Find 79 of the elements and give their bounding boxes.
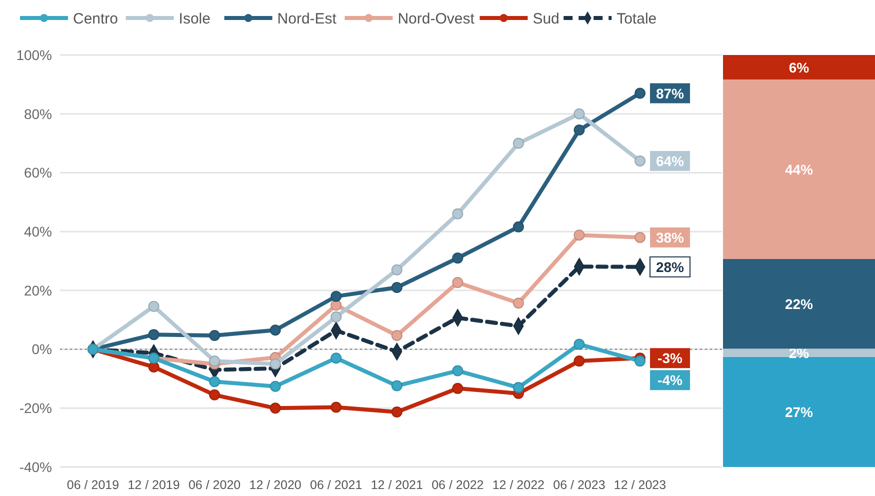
- point: [391, 380, 402, 392]
- point: [270, 402, 281, 414]
- point: [512, 221, 524, 232]
- data-label: -4%: [658, 372, 683, 388]
- y-tick-label: 40%: [24, 223, 52, 240]
- bar: [723, 348, 875, 357]
- data-label: 27%: [784, 404, 814, 420]
- point: [330, 402, 342, 413]
- y-tick-label: -20%: [19, 400, 52, 416]
- y-tick-label: 100%: [16, 46, 52, 63]
- legend-label: Centro: [73, 10, 118, 28]
- point: [452, 252, 464, 264]
- data-label: 2%: [788, 344, 810, 361]
- point: [452, 382, 464, 394]
- point: [452, 365, 464, 376]
- legend-label: Sud: [532, 10, 560, 28]
- point: [270, 380, 281, 392]
- point: [634, 88, 646, 99]
- point: [634, 232, 646, 243]
- y-tick-label: -40%: [19, 458, 52, 475]
- legend-label: Nord-Ovest: [398, 10, 476, 28]
- y-tick-label: 0%: [32, 341, 52, 358]
- point: [512, 138, 524, 149]
- bar: [723, 55, 875, 80]
- x-tick-label: 06 / 2022: [432, 478, 484, 492]
- point: [574, 338, 585, 350]
- point: [330, 352, 342, 364]
- data-label: 38%: [656, 229, 685, 246]
- point: [209, 330, 220, 341]
- legend-label: Isole: [178, 10, 210, 28]
- point: [391, 264, 402, 276]
- point: [330, 300, 342, 311]
- point: [148, 361, 160, 372]
- data-label: 44%: [784, 161, 814, 178]
- x-tick-label: 06 / 2020: [188, 478, 241, 492]
- point: [452, 276, 464, 288]
- x-tick-label: 12 / 2021: [370, 478, 423, 492]
- point: [391, 282, 402, 293]
- legend-label: Nord-Est: [277, 10, 338, 28]
- point: [512, 382, 524, 394]
- point: [452, 208, 464, 220]
- point: [209, 376, 220, 388]
- point: [330, 290, 342, 302]
- y-tick-label: 80%: [24, 106, 52, 122]
- x-tick-label: 12 / 2019: [128, 478, 180, 492]
- point: [512, 298, 524, 309]
- data-label: 64%: [656, 152, 685, 169]
- point: [634, 356, 646, 367]
- x-tick-label: 12 / 2022: [492, 478, 545, 492]
- point: [574, 356, 585, 367]
- x-tick-label: 12 / 2020: [249, 478, 302, 492]
- x-tick-label: 06 / 2021: [310, 478, 362, 492]
- data-label: -3%: [658, 350, 683, 366]
- point: [209, 356, 220, 367]
- point: [148, 329, 160, 340]
- y-tick-label: 60%: [24, 164, 52, 181]
- legend-label: Totale: [616, 10, 657, 28]
- bar: [723, 356, 875, 467]
- point: [270, 358, 281, 370]
- x-tick-label: 12 / 2023: [614, 478, 666, 492]
- point: [391, 406, 402, 418]
- point: [209, 389, 220, 400]
- x-tick-label: 06 / 2019: [66, 478, 120, 492]
- point: [148, 300, 160, 312]
- bar: [723, 79, 875, 259]
- point: [574, 108, 585, 120]
- point: [574, 230, 585, 241]
- bar: [723, 258, 875, 349]
- point: [574, 124, 585, 136]
- point: [391, 330, 402, 341]
- data-label: 6%: [788, 59, 810, 76]
- x-tick-label: 06 / 2023: [553, 478, 606, 492]
- data-label: 22%: [784, 296, 814, 312]
- point: [330, 311, 342, 322]
- data-label: 28%: [656, 258, 685, 275]
- point: [634, 155, 646, 166]
- point: [270, 324, 281, 336]
- data-label: 87%: [656, 85, 685, 102]
- y-tick-label: 20%: [24, 282, 52, 298]
